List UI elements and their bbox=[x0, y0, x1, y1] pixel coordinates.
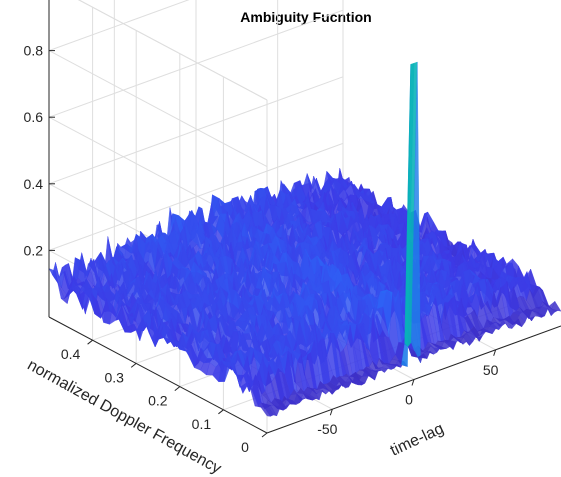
y-tick-label: 0.3 bbox=[104, 369, 124, 385]
z-tick-label: 0.8 bbox=[24, 43, 44, 59]
z-tick-label: 0.2 bbox=[24, 242, 44, 258]
chart-title: Ambiguity Fucntion bbox=[240, 9, 371, 25]
y-tick-mark bbox=[174, 386, 181, 391]
grid-line bbox=[48, 50, 268, 168]
grid-line bbox=[48, 76, 344, 185]
y-tick-mark bbox=[130, 363, 137, 368]
x-tick-label: 50 bbox=[483, 362, 499, 378]
y-tick-mark bbox=[261, 432, 268, 438]
y-tick-mark bbox=[218, 409, 224, 415]
y-tick-label: 0.1 bbox=[192, 416, 212, 432]
z-tick-label: 0.4 bbox=[24, 176, 44, 192]
x-tick-mark bbox=[493, 349, 497, 356]
y-tick-label: 0 bbox=[241, 439, 249, 455]
y-tick-label: 0.2 bbox=[148, 393, 168, 409]
x-tick-mark bbox=[329, 409, 333, 416]
x-tick-label: -50 bbox=[317, 421, 337, 437]
y-tick-label: 0.4 bbox=[61, 346, 81, 362]
y-axis-line bbox=[48, 316, 268, 434]
grid-line bbox=[48, 0, 190, 52]
grid-line bbox=[48, 142, 344, 251]
x-tick-label: 0 bbox=[405, 392, 413, 408]
y-tick-mark bbox=[87, 339, 93, 345]
grid-line bbox=[48, 9, 344, 118]
x-axis-label: time-lag bbox=[388, 420, 447, 459]
x-tick-mark bbox=[411, 379, 415, 386]
z-tick-label: 0.6 bbox=[24, 109, 44, 125]
grid-line bbox=[78, 0, 268, 101]
surface-patch bbox=[551, 300, 561, 312]
surface-mesh bbox=[48, 61, 561, 417]
